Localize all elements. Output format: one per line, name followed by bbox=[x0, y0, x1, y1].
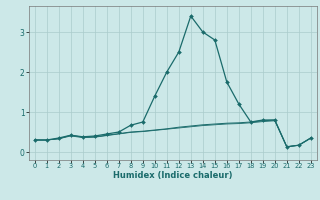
X-axis label: Humidex (Indice chaleur): Humidex (Indice chaleur) bbox=[113, 171, 233, 180]
